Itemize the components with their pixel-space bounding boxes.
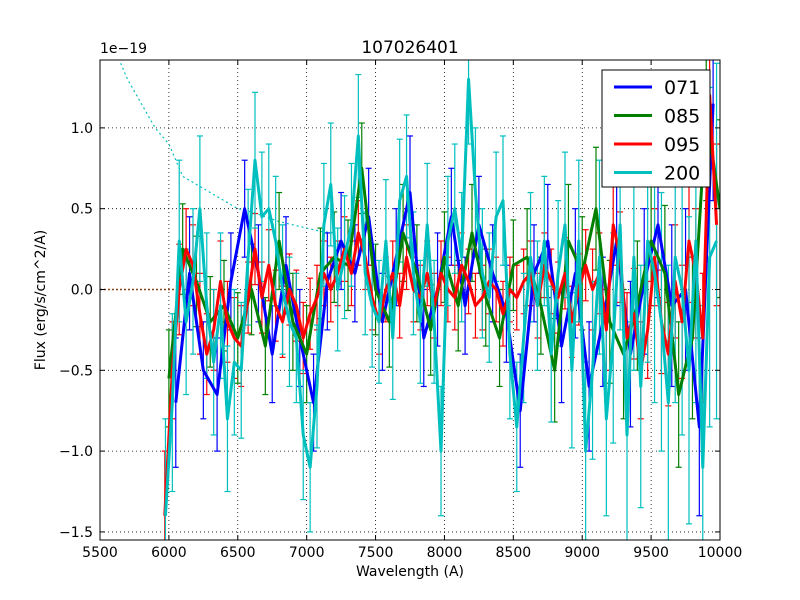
series-line-200 [163,77,718,516]
x-tick-label: 6500 [220,545,256,561]
x-tick-label: 9500 [633,545,669,561]
legend-label-200: 200 [664,163,700,185]
legend: 071 085 095 200 [601,69,711,188]
plot-frame [99,59,721,541]
legend-label-095: 095 [664,134,700,156]
series-line-095 [163,94,719,516]
x-tick-label: 5500 [82,545,118,561]
y-tick-label: −1.0 [59,444,93,460]
x-tick-label: 7500 [358,545,394,561]
legend-box [601,69,711,188]
y-tick-label: 0.0 [71,282,93,298]
x-tick-label: 7000 [289,545,325,561]
legend-label-071: 071 [664,77,700,99]
y-tick-label: 1.0 [71,121,93,137]
axis-ticks: 5500 6000 6500 7000 7500 8000 8500 9000 9500 1000… [59,60,742,561]
y-axis-label: Flux (erg/s/cm^2/A) [33,230,49,370]
y-tick-label: −1.5 [59,525,93,541]
x-tick-label: 9000 [564,545,600,561]
y-tick-label: 0.5 [71,202,93,218]
sky-noise-trace [120,62,335,234]
y-tick-label: −0.5 [59,363,93,379]
x-tick-label: 6000 [151,545,187,561]
x-tick-label: 10000 [698,545,743,561]
y-offset-label: 1e−19 [100,41,147,57]
series-lines [163,77,720,516]
chart-title: 107026401 [361,38,458,58]
x-axis-label: Wavelength (A) [356,564,464,580]
legend-label-085: 085 [664,106,700,128]
x-tick-label: 8000 [427,545,463,561]
sky-background-trace [120,62,335,234]
x-tick-label: 8500 [496,545,532,561]
